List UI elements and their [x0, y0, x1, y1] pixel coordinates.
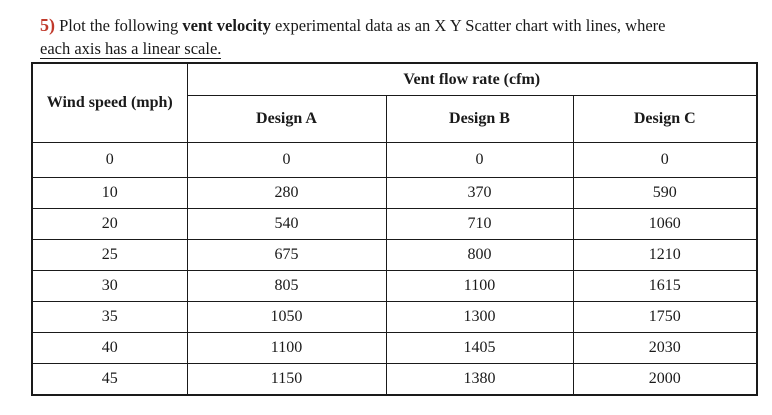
design-b-cell: 1300	[385, 301, 574, 333]
design-a-cell: 1150	[186, 363, 387, 396]
design-a-cell: 805	[186, 270, 387, 302]
table-row: 30 805 1100 1615	[31, 270, 758, 302]
design-b-cell: 1405	[385, 332, 574, 364]
design-c-cell: 1615	[572, 270, 758, 302]
design-a-cell: 1100	[186, 332, 387, 364]
design-a-cell: 280	[186, 177, 387, 209]
question-number: 5)	[40, 15, 55, 35]
design-a-cell: 675	[186, 239, 387, 271]
design-b-header: Design B	[385, 95, 574, 143]
wind-speed-cell: 25	[31, 239, 188, 271]
wind-speed-cell: 35	[31, 301, 188, 333]
table-super-header-row: Wind speed (mph) Vent flow rate (cfm)	[31, 62, 758, 143]
table-row: 10 280 370 590	[31, 177, 758, 209]
design-c-cell: 2000	[572, 363, 758, 396]
table-body: 0 0 0 0 10 280 370 590 20 540 710 1060 25 675 800 1210 3…	[31, 142, 758, 396]
design-c-cell: 590	[572, 177, 758, 209]
question-line-2-text: each axis has a linear scale.	[40, 39, 222, 59]
design-c-cell: 1750	[572, 301, 758, 333]
vent-data-table: Wind speed (mph) Vent flow rate (cfm) De…	[31, 62, 758, 396]
design-b-cell: 0	[385, 142, 574, 178]
design-a-cell: 1050	[186, 301, 387, 333]
table-row: 35 1050 1300 1750	[31, 301, 758, 333]
table-header-row: Design A Design B Design C	[32, 95, 758, 143]
question-text-before: Plot the following	[55, 16, 183, 35]
design-b-cell: 1380	[385, 363, 574, 396]
table-row: 45 1150 1380 2000	[31, 363, 758, 396]
table-row: 20 540 710 1060	[31, 208, 758, 240]
table-row: 25 675 800 1210	[31, 239, 758, 271]
wind-speed-header: Wind speed (mph)	[31, 62, 188, 143]
design-b-cell: 1100	[385, 270, 574, 302]
wind-speed-cell: 30	[31, 270, 188, 302]
question-bold-term: vent velocity	[182, 16, 271, 35]
design-c-cell: 0	[572, 142, 758, 178]
question-line-2: each axis has a linear scale.	[40, 38, 222, 60]
wind-speed-cell: 40	[31, 332, 188, 364]
question-text: 5) Plot the following vent velocity expe…	[40, 14, 765, 59]
design-a-cell: 0	[186, 142, 387, 178]
design-a-header: Design A	[186, 95, 387, 143]
wind-speed-cell: 0	[31, 142, 188, 178]
wind-speed-cell: 10	[31, 177, 188, 209]
design-c-header: Design C	[572, 95, 758, 143]
design-c-cell: 1060	[572, 208, 758, 240]
design-b-cell: 370	[385, 177, 574, 209]
question-text-after: experimental data as an X Y Scatter char…	[270, 16, 666, 35]
table-row: 40 1100 1405 2030	[31, 332, 758, 364]
design-c-cell: 2030	[572, 332, 758, 364]
design-b-cell: 800	[385, 239, 574, 271]
wind-speed-cell: 45	[31, 363, 188, 396]
wind-speed-cell: 20	[31, 208, 188, 240]
design-a-cell: 540	[186, 208, 387, 240]
design-c-cell: 1210	[572, 239, 758, 271]
vent-flow-rate-header: Vent flow rate (cfm)	[186, 62, 758, 96]
design-b-cell: 710	[385, 208, 574, 240]
